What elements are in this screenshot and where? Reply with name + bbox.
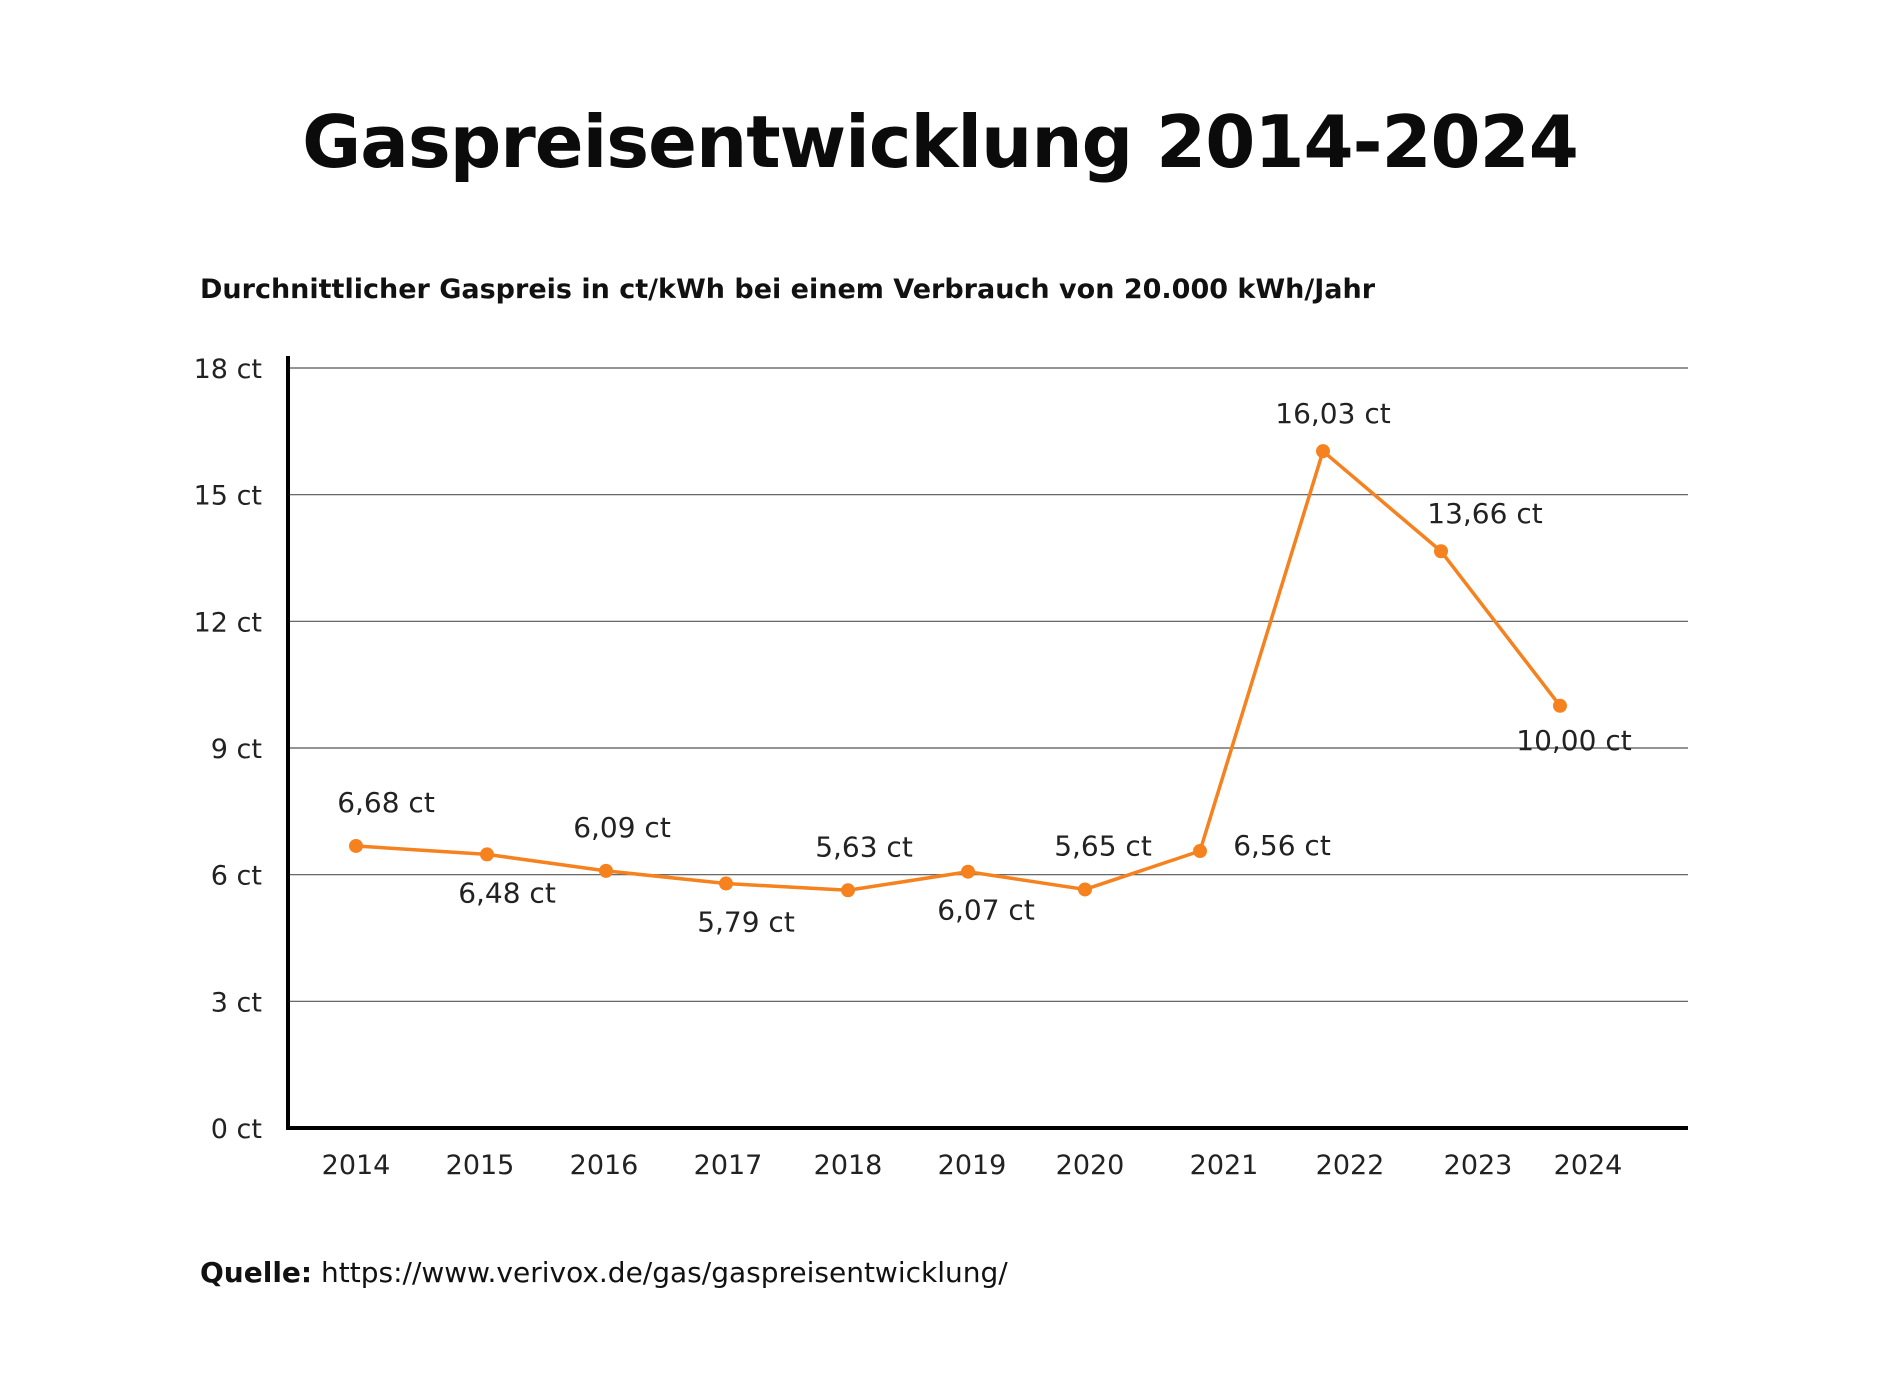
x-tick-label: 2020 <box>1056 1150 1125 1181</box>
data-point-2022 <box>1316 444 1330 459</box>
data-point-2023 <box>1434 544 1448 559</box>
x-tick-label: 2017 <box>694 1150 763 1181</box>
y-tick-label: 6 ct <box>211 861 262 892</box>
x-tick-label: 2015 <box>446 1150 515 1181</box>
y-axis-ticks: 0 ct 3 ct 6 ct 9 ct 12 ct 15 ct 18 ct <box>194 354 262 1145</box>
y-tick-label: 15 ct <box>194 481 262 512</box>
data-label-2022: 16,03 ct <box>1275 397 1390 430</box>
data-point-2018 <box>841 883 855 898</box>
x-tick-label: 2023 <box>1444 1150 1513 1181</box>
y-tick-label: 9 ct <box>211 734 262 765</box>
chart-subtitle: Durchnittlicher Gaspreis in ct/kWh bei e… <box>200 274 1376 305</box>
data-label-2019: 6,07 ct <box>937 894 1035 927</box>
data-point-2014 <box>349 838 363 853</box>
data-label-2017: 5,79 ct <box>697 906 795 939</box>
data-point-2017 <box>719 876 733 891</box>
x-tick-label: 2019 <box>938 1150 1007 1181</box>
data-label-2023: 13,66 ct <box>1427 497 1542 530</box>
axes <box>286 356 1688 1130</box>
data-label-2016: 6,09 ct <box>573 811 671 844</box>
x-tick-label: 2021 <box>1190 1150 1259 1181</box>
data-point-2021 <box>1193 844 1207 859</box>
x-axis-ticks: 2014 2015 2016 2017 2018 2019 2020 2021 2022 2023… <box>322 1150 1623 1181</box>
data-point-2015 <box>480 847 494 862</box>
data-label-2014: 6,68 ct <box>337 786 435 819</box>
x-tick-label: 2022 <box>1316 1150 1385 1181</box>
x-tick-label: 2014 <box>322 1150 391 1181</box>
gridlines <box>288 367 1688 1002</box>
x-tick-label: 2018 <box>814 1150 883 1181</box>
y-tick-label: 0 ct <box>211 1114 262 1145</box>
series-gaspreis <box>349 444 1567 898</box>
y-tick-label: 18 ct <box>194 354 262 385</box>
data-labels: 6,68 ct 6,48 ct 6,09 ct 5,79 ct 5,63 ct 6,07 … <box>337 397 1632 938</box>
source-url[interactable]: https://www.verivox.de/gas/gaspreisentwi… <box>321 1256 1008 1289</box>
series-line <box>354 449 1562 893</box>
x-tick-label: 2024 <box>1554 1150 1623 1181</box>
data-label-2021: 6,56 ct <box>1233 829 1331 862</box>
source-note: Quelle: https://www.verivox.de/gas/gaspr… <box>200 1256 1008 1289</box>
data-point-2016 <box>599 863 613 878</box>
data-label-2024: 10,00 ct <box>1516 724 1631 757</box>
y-tick-label: 12 ct <box>194 607 262 638</box>
data-point-2019 <box>961 864 975 879</box>
data-label-2020: 5,65 ct <box>1054 829 1152 862</box>
data-label-2015: 6,48 ct <box>458 876 556 909</box>
source-label: Quelle: <box>200 1256 313 1289</box>
data-label-2018: 5,63 ct <box>815 830 913 863</box>
data-point-2020 <box>1078 882 1092 897</box>
y-tick-label: 3 ct <box>211 987 262 1018</box>
chart-title: Gaspreisentwicklung 2014-2024 <box>302 100 1579 184</box>
x-tick-label: 2016 <box>570 1150 639 1181</box>
data-point-2024 <box>1553 698 1567 713</box>
